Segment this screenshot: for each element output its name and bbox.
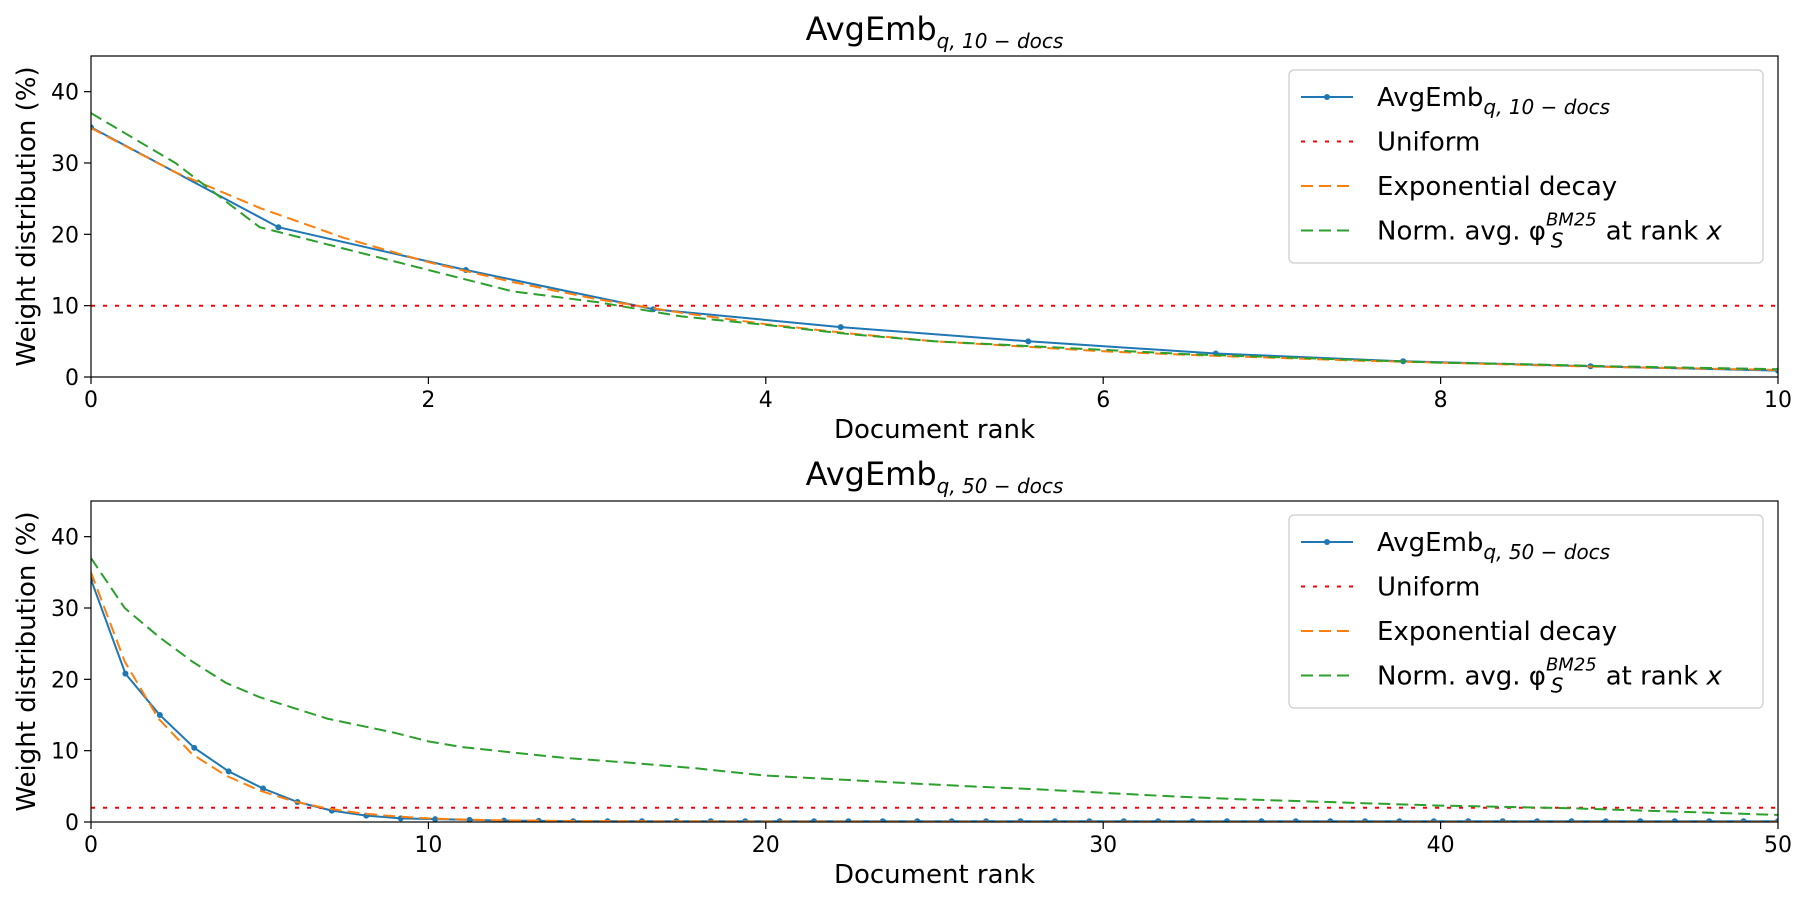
data-point xyxy=(1025,338,1032,345)
legend-label-subscript: q, 50 − docs xyxy=(1483,540,1610,564)
legend-label-3: Exponential decay xyxy=(1377,172,1617,202)
x-tick-label: 10 xyxy=(414,833,442,858)
x-tick-label: 50 xyxy=(1764,833,1792,858)
legend-label-text: Exponential decay xyxy=(1377,617,1617,647)
legend-marker xyxy=(1324,539,1330,545)
legend-label-superscript: BM25 xyxy=(1546,210,1597,231)
legend-label-text: Uniform xyxy=(1377,128,1480,158)
x-axis-label: Document rank xyxy=(834,860,1035,890)
chart-title-base: AvgEmb xyxy=(806,455,937,493)
legend-label-subscript: q, 10 − docs xyxy=(1483,95,1610,119)
x-tick-label: 6 xyxy=(1096,388,1110,413)
x-tick-label: 10 xyxy=(1764,388,1792,413)
y-tick-label: 0 xyxy=(65,811,79,836)
series-line-1 xyxy=(91,126,1778,372)
series-line-4 xyxy=(91,112,1778,371)
data-point xyxy=(837,324,844,331)
y-tick-label: 10 xyxy=(51,295,79,320)
y-tick-label: 30 xyxy=(51,152,79,177)
data-point xyxy=(879,818,886,822)
legend-label-variable: x xyxy=(1706,662,1723,692)
data-point xyxy=(122,670,129,677)
legend-label-text: AvgEmb xyxy=(1377,83,1483,113)
x-tick-label: 0 xyxy=(84,388,98,413)
chart-title-subscript: q, 50 − docs xyxy=(937,474,1064,498)
data-point xyxy=(191,744,198,751)
data-point xyxy=(466,816,473,822)
y-tick-label: 10 xyxy=(51,740,79,765)
data-point xyxy=(1224,818,1231,822)
chart-title-subscript: q, 10 − docs xyxy=(937,29,1064,53)
legend-label-subscript: S xyxy=(1551,674,1564,698)
legend-label-suffix: at rank xyxy=(1597,662,1706,692)
legend-label-text: Norm. avg. φ xyxy=(1377,662,1546,692)
legend-box xyxy=(1288,514,1764,709)
legend-box xyxy=(1288,69,1764,264)
legend-label-2: Uniform xyxy=(1377,128,1480,158)
legend-label-subscript: S xyxy=(1551,229,1564,253)
y-tick-label: 40 xyxy=(51,526,79,551)
data-point xyxy=(156,712,163,718)
legend-label-4: Norm. avg. φBM25 S at rank x xyxy=(1377,210,1723,253)
y-tick-label: 0 xyxy=(65,366,79,391)
legend-label-text: AvgEmb xyxy=(1377,528,1483,558)
legend-label-3: Exponential decay xyxy=(1377,617,1617,647)
x-tick-label: 8 xyxy=(1434,388,1448,413)
legend-label-text: Norm. avg. φ xyxy=(1377,217,1546,247)
x-axis-label: Document rank xyxy=(834,415,1035,445)
x-tick-label: 40 xyxy=(1427,833,1455,858)
legend-label-suffix: at rank xyxy=(1597,217,1706,247)
x-tick-label: 2 xyxy=(421,388,435,413)
data-point xyxy=(260,785,267,792)
data-point xyxy=(1671,818,1678,822)
data-point xyxy=(1637,818,1644,822)
x-tick-label: 0 xyxy=(84,833,98,858)
chart-title: AvgEmbq, 10 − docs xyxy=(806,10,1064,53)
x-tick-label: 20 xyxy=(752,833,780,858)
legend-label-4: Norm. avg. φBM25 S at rank x xyxy=(1377,655,1723,698)
y-axis-label: Weight distribution (%) xyxy=(12,511,42,811)
x-tick-label: 30 xyxy=(1089,833,1117,858)
y-axis-label: Weight distribution (%) xyxy=(12,66,42,366)
data-point xyxy=(275,224,282,231)
chart-title-base: AvgEmb xyxy=(806,10,937,48)
y-tick-label: 20 xyxy=(51,223,79,248)
legend-label-1: AvgEmbq, 50 − docs xyxy=(1377,528,1610,564)
y-tick-label: 30 xyxy=(51,597,79,622)
data-point xyxy=(432,816,439,822)
legend-marker xyxy=(1324,94,1330,100)
legend-label-variable: x xyxy=(1706,217,1723,247)
y-tick-label: 40 xyxy=(51,81,79,106)
legend-label-1: AvgEmbq, 10 − docs xyxy=(1377,83,1610,119)
legend-label-text: Uniform xyxy=(1377,573,1480,603)
x-tick-label: 4 xyxy=(759,388,773,413)
series-line-4 xyxy=(91,557,1778,816)
data-point xyxy=(1258,818,1265,822)
data-point xyxy=(845,818,852,822)
plot-data xyxy=(91,112,1778,374)
chart-title: AvgEmbq, 50 − docs xyxy=(806,455,1064,498)
data-point xyxy=(225,768,232,775)
plot-frame xyxy=(90,55,1779,378)
legend-label-superscript: BM25 xyxy=(1546,655,1597,676)
legend-label-2: Uniform xyxy=(1377,573,1480,603)
y-tick-label: 20 xyxy=(51,668,79,693)
legend-label-text: Exponential decay xyxy=(1377,172,1617,202)
plot-frame xyxy=(90,500,1779,823)
